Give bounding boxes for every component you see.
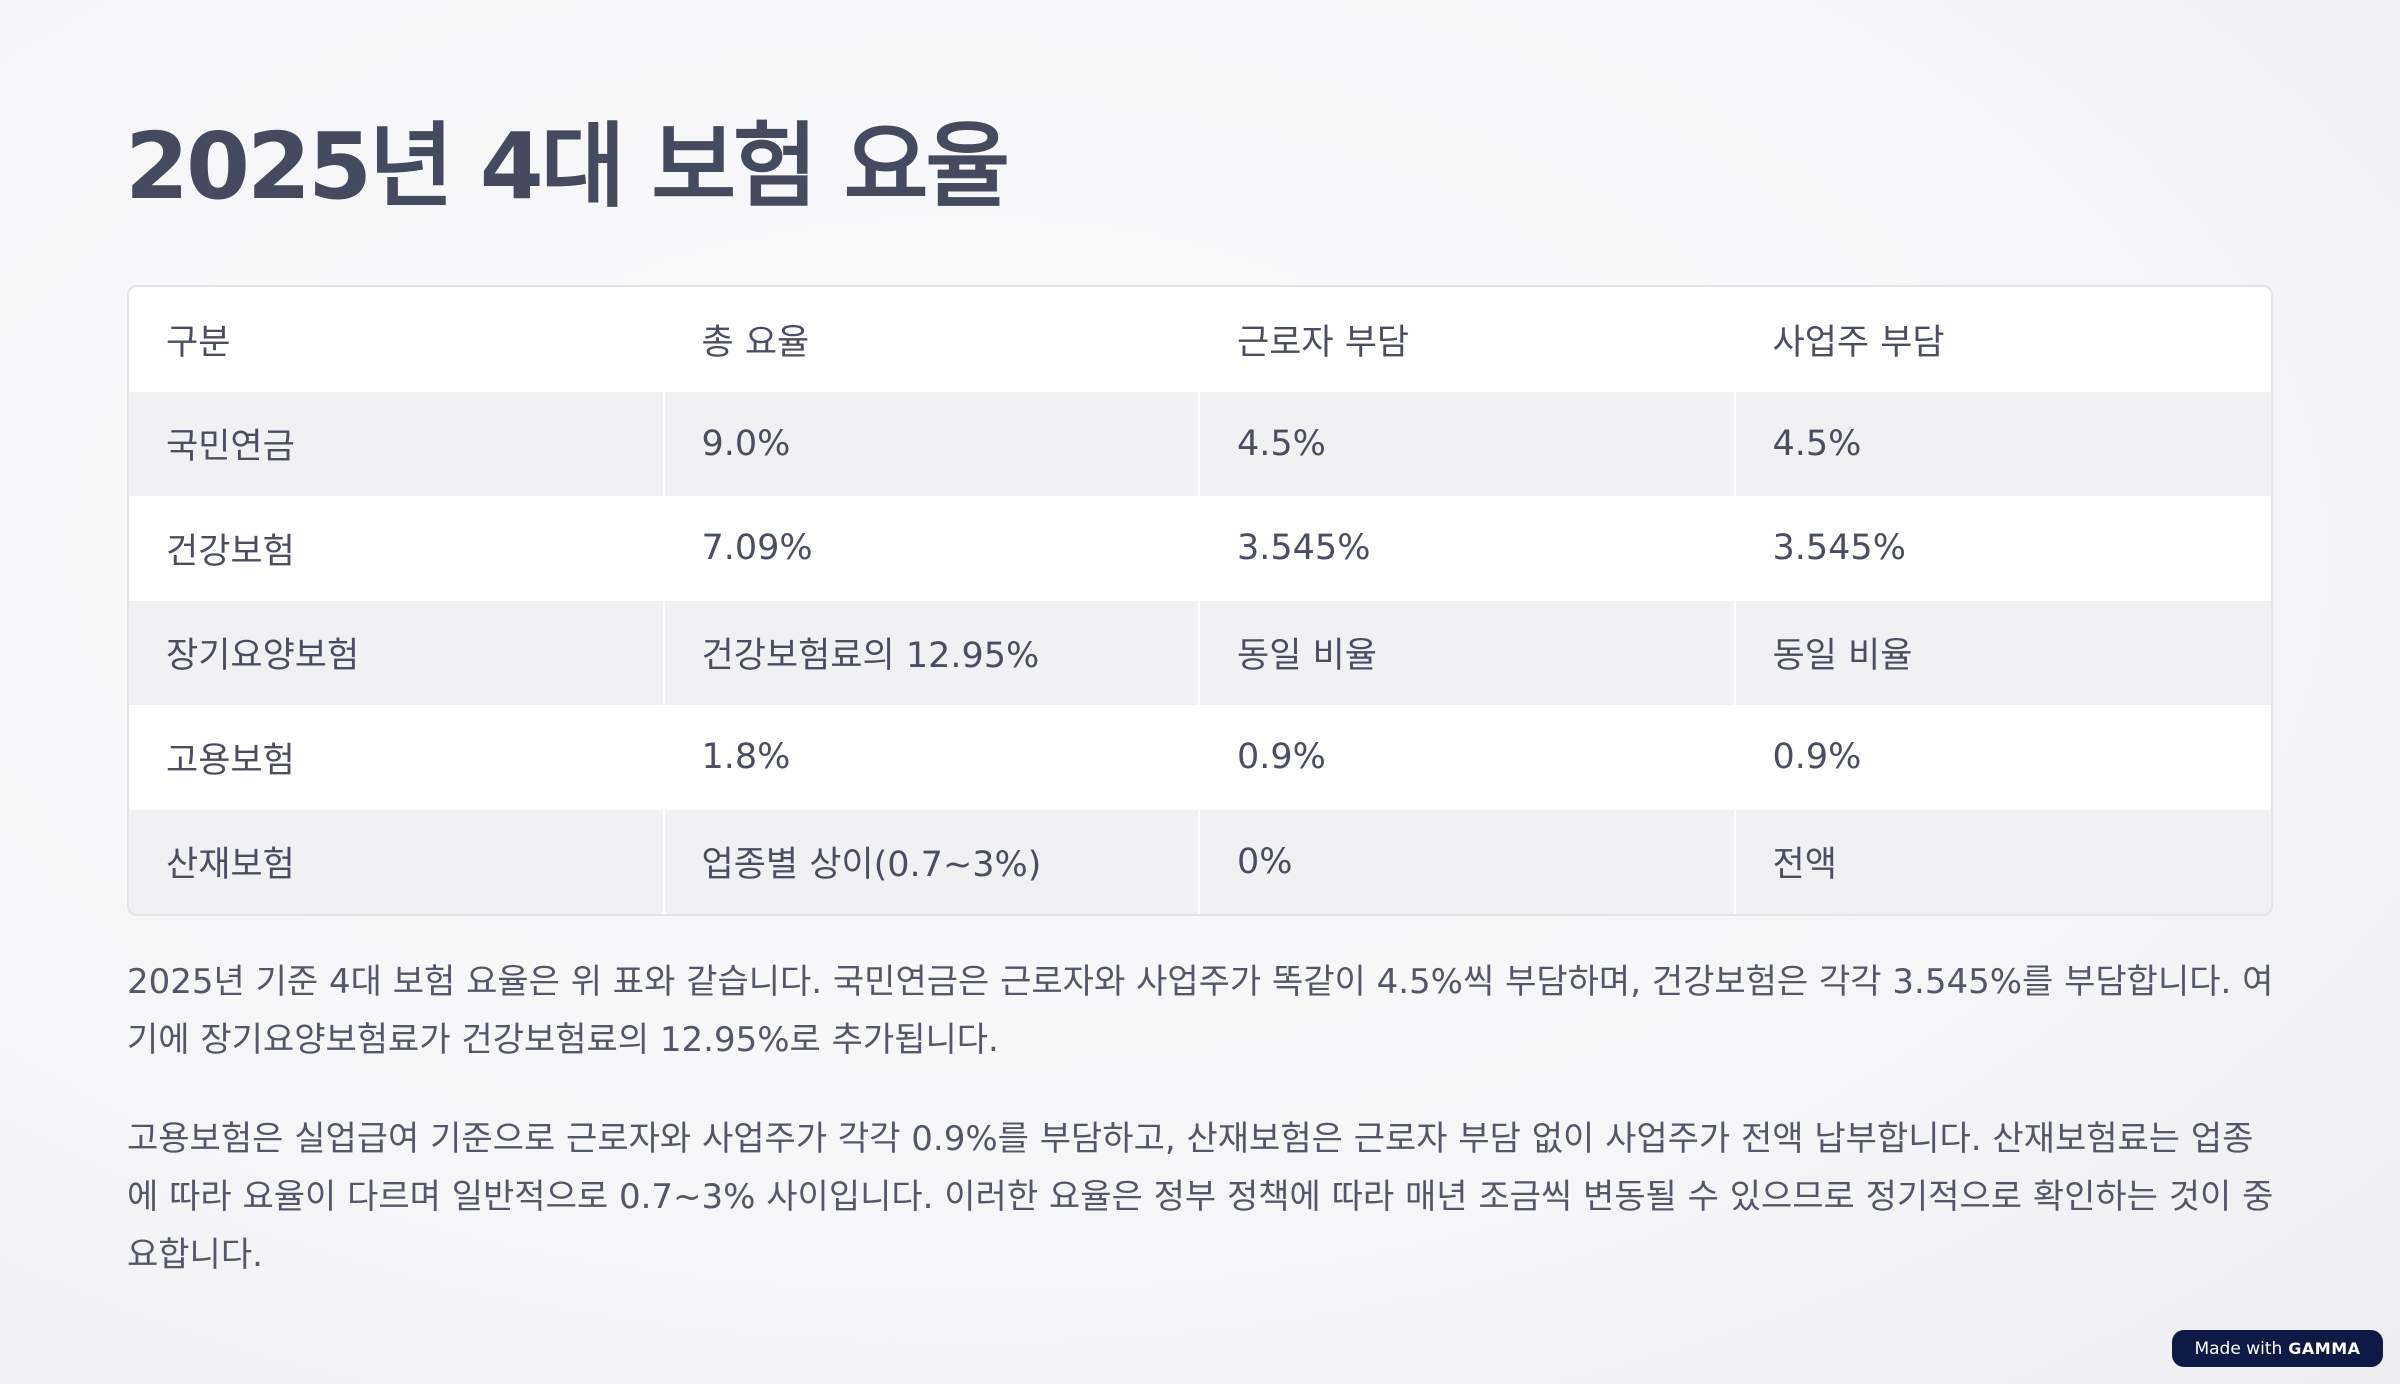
table-cell: 동일 비율 xyxy=(1200,600,1736,705)
table-cell: 산재보험 xyxy=(129,809,665,914)
table-cell: 9.0% xyxy=(665,391,1200,496)
header-cell: 사업주 부담 xyxy=(1772,322,1945,363)
badge-brand: GAMMA xyxy=(2288,1339,2361,1358)
rates-table: 구분 총 요율 근로자 부담 사업주 부담 국민연금 9.0% 4.5% 4.5% 건강보험 7.… xyxy=(127,285,2273,916)
table-cell: 4.5% xyxy=(1200,391,1736,496)
table-row: 국민연금 9.0% 4.5% 4.5% xyxy=(129,391,2271,496)
header-cell: 근로자 부담 xyxy=(1200,287,1736,392)
table-cell: 건강보험료의 12.95% xyxy=(665,600,1200,705)
table-row: 건강보험 7.09% 3.545% 3.545% xyxy=(129,496,2271,601)
made-with-badge[interactable]: Made with GAMMA xyxy=(2172,1330,2383,1367)
header-cell: 구분 xyxy=(129,287,665,392)
table-cell: 장기요양보험 xyxy=(129,600,665,705)
table-cell: 국민연금 xyxy=(129,391,665,496)
table-cell: 3.545% xyxy=(1200,496,1736,601)
table-cell: 고용보험 xyxy=(129,705,665,810)
table-cell: 건강보험 xyxy=(129,496,665,601)
table-cell: 3.545% xyxy=(1772,528,1906,569)
table-cell: 0% xyxy=(1200,809,1736,914)
table-cell: 4.5% xyxy=(1772,423,1862,464)
table-cell: 전액 xyxy=(1772,845,1837,886)
paragraph: 2025년 기준 4대 보험 요율은 위 표와 같습니다. 국민연금은 근로자와… xyxy=(127,962,2274,1060)
header-row: 구분 총 요율 근로자 부담 사업주 부담 xyxy=(129,287,2271,392)
table-row: 장기요양보험 건강보험료의 12.95% 동일 비율 동일 비율 xyxy=(129,600,2271,705)
table-cell: 업종별 상이(0.7~3%) xyxy=(665,809,1200,914)
table-cell: 7.09% xyxy=(665,496,1200,601)
table-cell: 0.9% xyxy=(1772,737,1862,778)
table-row: 산재보험 업종별 상이(0.7~3%) 0% 전액 xyxy=(129,809,2271,914)
title: 2025년 4대 보험 요율 xyxy=(125,113,1010,220)
table-cell: 1.8% xyxy=(665,705,1200,810)
table-cell: 동일 비율 xyxy=(1772,636,1913,677)
paragraph: 고용보험은 실업급여 기준으로 근로자와 사업주가 각각 0.9%를 부담하고,… xyxy=(127,1119,2274,1275)
badge-prefix: Made with xyxy=(2194,1338,2283,1359)
table-cell: 0.9% xyxy=(1200,705,1736,810)
header-cell: 총 요율 xyxy=(665,287,1200,392)
table-row: 고용보험 1.8% 0.9% 0.9% xyxy=(129,705,2271,810)
